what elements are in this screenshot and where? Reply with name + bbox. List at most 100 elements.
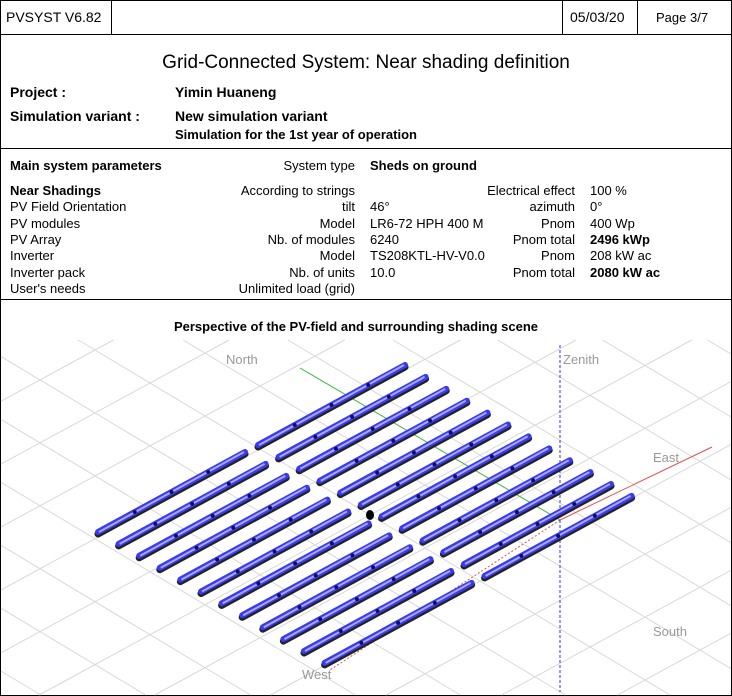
param-key2: Pnom <box>541 248 575 264</box>
zenith-label: Zenith <box>563 352 600 367</box>
pv-table-divider <box>453 474 458 479</box>
grid-line <box>0 339 345 528</box>
param-value1: 46° <box>370 199 390 215</box>
pv-table-divider <box>391 438 396 443</box>
pv-table-divider <box>247 493 252 498</box>
pv-table-divider <box>366 383 371 388</box>
page-title: Grid-Connected System: Near shading defi… <box>162 52 570 73</box>
pv-table-divider <box>318 617 323 622</box>
grid-line <box>0 607 146 696</box>
pv-table-divider <box>313 573 318 578</box>
variant-note: Simulation for the 1st year of operation <box>175 127 417 142</box>
param-name: Near Shadings <box>10 183 102 198</box>
grid-line <box>38 339 692 696</box>
pv-table-divider <box>329 541 334 546</box>
grid-line <box>617 632 732 696</box>
pv-table-divider <box>556 533 561 538</box>
pv-table-divider <box>411 450 416 455</box>
pv-table-divider <box>153 521 158 526</box>
param-key2: Electrical effect <box>487 183 575 198</box>
pv-table-divider <box>350 553 355 558</box>
pv-table-divider <box>251 537 256 542</box>
param-value2: 2496 kWp <box>590 231 650 247</box>
grid-line <box>0 544 251 696</box>
param-value2: 2080 kW ac <box>590 264 661 280</box>
param-key1: Nb. of modules <box>267 231 355 247</box>
pv-table-divider <box>194 545 199 550</box>
param-key2: Pnom total <box>512 264 575 280</box>
pv-table-divider <box>391 577 396 582</box>
param-value1: LR6-72 HPH 400 M <box>370 215 484 231</box>
pv-table-divider <box>288 517 293 522</box>
pv-table-divider <box>313 434 318 439</box>
system-type-value: Sheds on ground <box>370 158 477 173</box>
pv-table-divider <box>256 581 261 586</box>
grid-line <box>392 339 732 544</box>
pv-table-divider <box>375 470 380 475</box>
east-axis <box>559 446 713 521</box>
pv-table-divider <box>354 458 359 463</box>
grid-line <box>602 339 732 418</box>
scene-origin-marker <box>366 510 374 520</box>
param-name: PV modules <box>10 215 81 231</box>
west-label: West <box>302 667 332 682</box>
pv-table-divider <box>551 490 556 495</box>
pv-table-divider <box>510 466 515 471</box>
pv-table-divider <box>412 589 417 594</box>
param-key2: azimuth <box>529 199 575 215</box>
param-name: Inverter pack <box>10 264 86 280</box>
pv-table-divider <box>592 513 597 518</box>
grid-line <box>385 506 732 696</box>
pv-table-divider <box>370 426 375 431</box>
pv-table-divider <box>478 530 483 535</box>
param-key1: According to strings <box>240 183 355 198</box>
pv-table-divider <box>572 502 577 507</box>
pv-table-divider <box>297 605 302 610</box>
pv-table-divider <box>428 418 433 423</box>
pv-table-divider <box>235 569 240 574</box>
param-key1: Model <box>319 215 355 231</box>
param-key2: Pnom total <box>512 231 575 247</box>
param-name: User's needs <box>10 280 86 296</box>
north-label: North <box>226 352 258 367</box>
grid-line <box>154 381 732 696</box>
pv-table-divider <box>354 597 359 602</box>
project-label: Project : <box>10 84 67 100</box>
pv-table-divider <box>350 414 355 419</box>
pv-table-divider <box>407 406 412 411</box>
param-name: PV Array <box>10 231 62 247</box>
param-value2: 208 kW ac <box>590 248 652 264</box>
pv-table-divider <box>173 533 178 538</box>
pv-table-divider <box>375 609 380 614</box>
params-heading: Main system parameters <box>10 158 162 173</box>
pv-table-divider <box>473 486 478 491</box>
pv-table-divider <box>329 403 334 408</box>
pv-table-divider <box>333 446 338 451</box>
pv-table-divider <box>231 525 236 530</box>
pv-table-divider <box>498 542 503 547</box>
grid-line <box>707 339 732 355</box>
pv-table-divider <box>535 522 540 527</box>
pv-table-divider <box>395 482 400 487</box>
pv-table-divider <box>206 470 211 475</box>
pv-table-divider <box>215 557 220 562</box>
param-value1: TS208KTL-HV-V0.0 <box>370 248 485 264</box>
param-value1: 10.0 <box>370 264 396 280</box>
param-key2: Pnom <box>541 215 575 231</box>
grid-line <box>501 569 732 696</box>
pv-table-divider <box>489 454 494 459</box>
grid-line <box>0 481 356 696</box>
grid-line <box>78 339 671 696</box>
pv-table-divider <box>268 505 273 510</box>
pv-table-divider <box>448 430 453 435</box>
pv-table-divider <box>210 513 215 518</box>
param-key1: Nb. of units <box>289 264 355 280</box>
param-name: Inverter <box>10 248 55 264</box>
pv-table-divider <box>334 585 339 590</box>
pv-table-divider <box>436 506 441 511</box>
project-name: Yimin Huaneng <box>175 84 277 100</box>
pv-table-divider <box>293 561 298 566</box>
pv-table-divider <box>132 510 137 515</box>
